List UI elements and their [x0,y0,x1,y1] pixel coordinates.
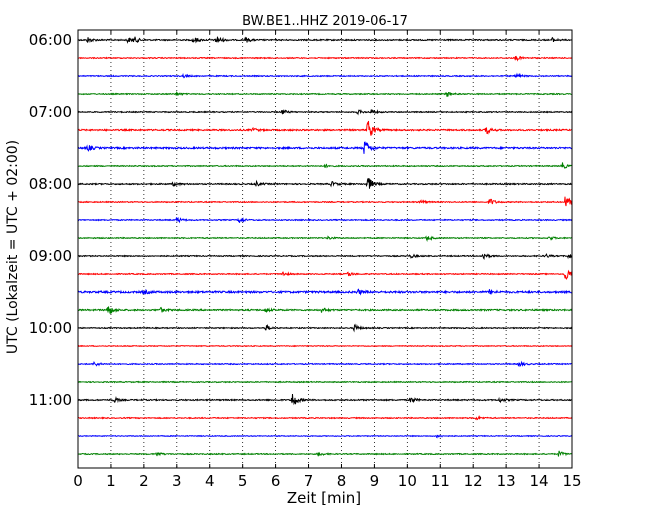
x-tick-label-10: 10 [398,472,417,490]
trace-0730 [77,141,573,154]
trace-1045 [77,380,573,384]
x-tick-label-13: 13 [497,472,516,490]
trace-1130 [77,434,573,439]
x-tick-label-6: 6 [271,472,281,490]
trace-0800 [77,178,573,189]
plot-frame [77,29,573,469]
x-tick-label-1: 1 [106,472,116,490]
y-axis-label: UTC (Lokalzeit = UTC + 02:00) [5,140,21,354]
trace-0600 [77,36,573,44]
trace-1030 [77,360,573,367]
y-tick-label-06:00: 06:00 [29,31,72,49]
trace-0915 [77,269,573,280]
y-axis-ticks: 06:00 07:00 08:00 09:00 10:00 11:00 [29,31,572,409]
x-tick-label-5: 5 [238,472,248,490]
trace-1015 [77,344,573,348]
x-tick-label-14: 14 [530,472,549,490]
grid-lines [110,30,540,468]
y-tick-label-10:00: 10:00 [29,319,72,337]
trace-0945 [77,306,573,314]
x-tick-label-12: 12 [464,472,483,490]
x-axis-ticks: 0 1 2 3 4 5 6 7 8 9 10 11 12 13 14 15 [73,30,582,490]
x-tick-label-4: 4 [205,472,215,490]
trace-0845 [77,235,573,243]
trace-0745 [77,162,573,169]
trace-0815 [77,196,573,207]
x-tick-label-0: 0 [73,472,83,490]
trace-0715 [77,120,573,136]
trace-0700 [77,108,573,116]
x-tick-label-7: 7 [304,472,314,490]
x-tick-label-9: 9 [370,472,380,490]
trace-1145 [77,450,573,457]
x-tick-label-8: 8 [337,472,347,490]
trace-0830 [77,216,573,224]
x-tick-label-2: 2 [139,472,149,490]
x-axis-label: Zeit [min] [287,489,361,507]
y-tick-label-09:00: 09:00 [29,247,72,265]
x-tick-label-15: 15 [562,472,581,490]
y-tick-label-08:00: 08:00 [29,175,72,193]
trace-0630 [77,72,573,79]
trace-1115 [77,414,573,421]
trace-1000 [77,323,573,333]
x-tick-label-11: 11 [431,472,450,490]
x-tick-label-3: 3 [172,472,182,490]
trace-1100 [77,393,573,406]
y-tick-label-07:00: 07:00 [29,103,72,121]
trace-group [77,36,573,457]
chart-title: BW.BE1..HHZ 2019-06-17 [242,14,408,29]
trace-0645 [77,90,573,97]
trace-0900 [77,253,573,261]
trace-0930 [77,288,573,296]
y-tick-label-11:00: 11:00 [29,391,72,409]
trace-0615 [77,55,573,62]
